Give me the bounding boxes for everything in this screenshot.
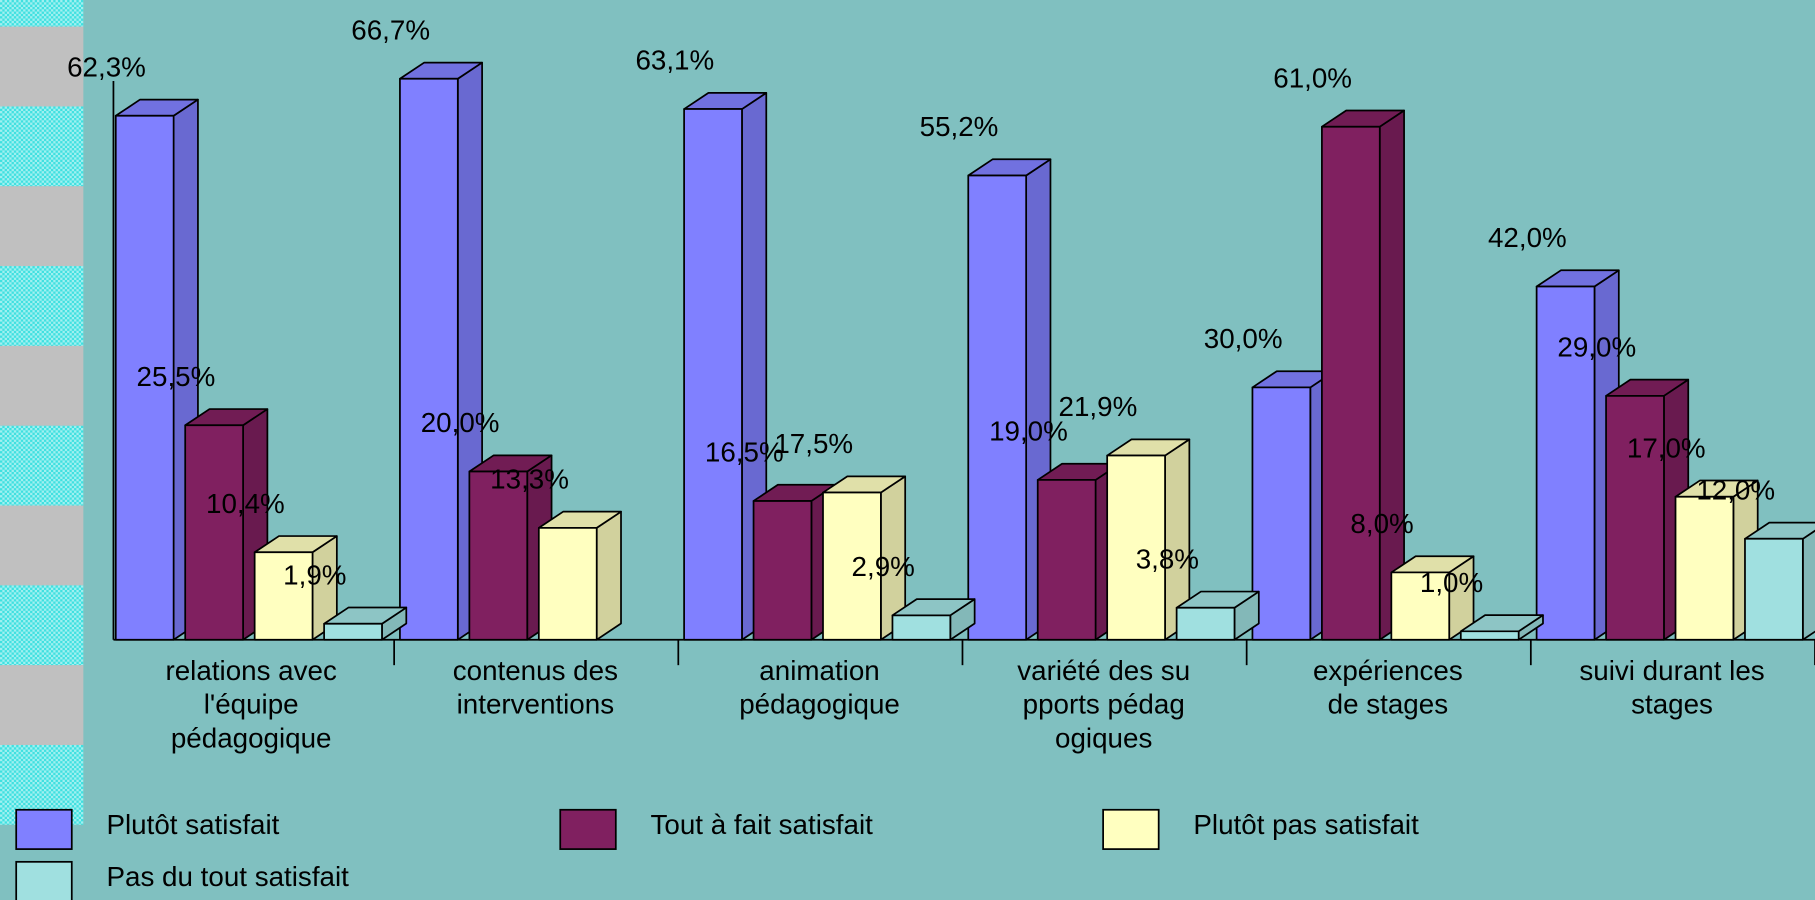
data-label: 20,0% [421, 407, 500, 438]
legend-label: Plutôt pas satisfait [1193, 809, 1419, 840]
bar-side [595, 510, 622, 641]
bar-front [1605, 394, 1665, 641]
data-label: 29,0% [1557, 332, 1636, 363]
legend-swatch [559, 808, 617, 850]
x-tick-label: suivi durant les stages [1579, 655, 1764, 720]
bar-front [323, 622, 383, 641]
bar [1744, 521, 1815, 641]
x-tick-label: animation pédagogique [739, 655, 900, 720]
bar-front [1321, 125, 1381, 641]
bar-front [184, 424, 244, 641]
bar [1106, 438, 1191, 641]
data-label: 16,5% [705, 437, 784, 468]
legend-swatch [15, 808, 73, 850]
data-label: 12,0% [1696, 474, 1775, 505]
bar [468, 454, 553, 641]
x-tick-label: relations avec l'équipe pédagogique [166, 655, 337, 753]
data-label: 17,5% [774, 428, 853, 459]
data-label: 1,0% [1420, 567, 1483, 598]
bar [967, 158, 1052, 641]
bar-front [822, 491, 882, 641]
x-tick-label: contenus des interventions [453, 655, 618, 720]
x-tick-label: expériences de stages [1313, 655, 1463, 720]
bar-front [967, 174, 1028, 641]
data-label: 55,2% [920, 111, 999, 142]
data-label: 25,5% [137, 361, 216, 392]
bar-front [537, 526, 598, 641]
bar [1459, 614, 1544, 641]
bar-front [1744, 537, 1804, 641]
data-label: 30,0% [1204, 323, 1283, 354]
data-label: 17,0% [1627, 432, 1706, 463]
bar [323, 606, 408, 641]
x-tick-label: variété des su pports pédag ogiques [1017, 655, 1190, 753]
bar-side [1801, 529, 1815, 641]
legend-swatch [1102, 808, 1160, 850]
bar-front [683, 108, 743, 641]
bar-side [1378, 109, 1405, 641]
legend-swatch [15, 860, 73, 900]
legend-label: Pas du tout satisfait [106, 861, 349, 892]
data-label: 10,4% [206, 488, 285, 519]
legend-label: Plutôt satisfait [106, 809, 279, 840]
data-label: 3,8% [1136, 543, 1199, 574]
bar [253, 535, 338, 641]
data-label: 8,0% [1350, 508, 1413, 539]
legend-label: Tout à fait satisfait [651, 809, 874, 840]
bar [891, 598, 976, 641]
data-label: 21,9% [1059, 391, 1138, 422]
bar-front [1106, 454, 1166, 641]
bar-front [114, 114, 175, 641]
bar [1605, 378, 1690, 641]
bar [184, 408, 269, 641]
bar-front [1175, 606, 1236, 641]
bar-front [1459, 630, 1520, 641]
data-label: 13,3% [490, 464, 569, 495]
bar-front [1390, 571, 1451, 641]
bar-front [468, 470, 529, 641]
data-label: 19,0% [989, 416, 1068, 447]
bar-front [1674, 495, 1735, 641]
bar-front [1535, 285, 1596, 641]
bar-front [1036, 479, 1097, 641]
bar [537, 510, 622, 641]
bar-front [752, 500, 813, 641]
data-label: 2,9% [852, 551, 915, 582]
data-label: 66,7% [351, 14, 430, 45]
data-label: 1,9% [283, 559, 346, 590]
bar [822, 475, 907, 641]
data-label: 42,0% [1488, 222, 1567, 253]
bar [1390, 555, 1475, 641]
bar-front [891, 614, 952, 641]
bar-front [1251, 386, 1312, 641]
bar [1321, 109, 1405, 641]
data-label: 61,0% [1273, 62, 1352, 93]
data-label: 62,3% [67, 51, 146, 82]
side-strip [0, 0, 84, 900]
bar-front [399, 77, 459, 641]
bar [114, 98, 199, 641]
bar-front [253, 551, 314, 641]
data-label: 63,1% [635, 45, 714, 76]
bar [1175, 590, 1260, 641]
